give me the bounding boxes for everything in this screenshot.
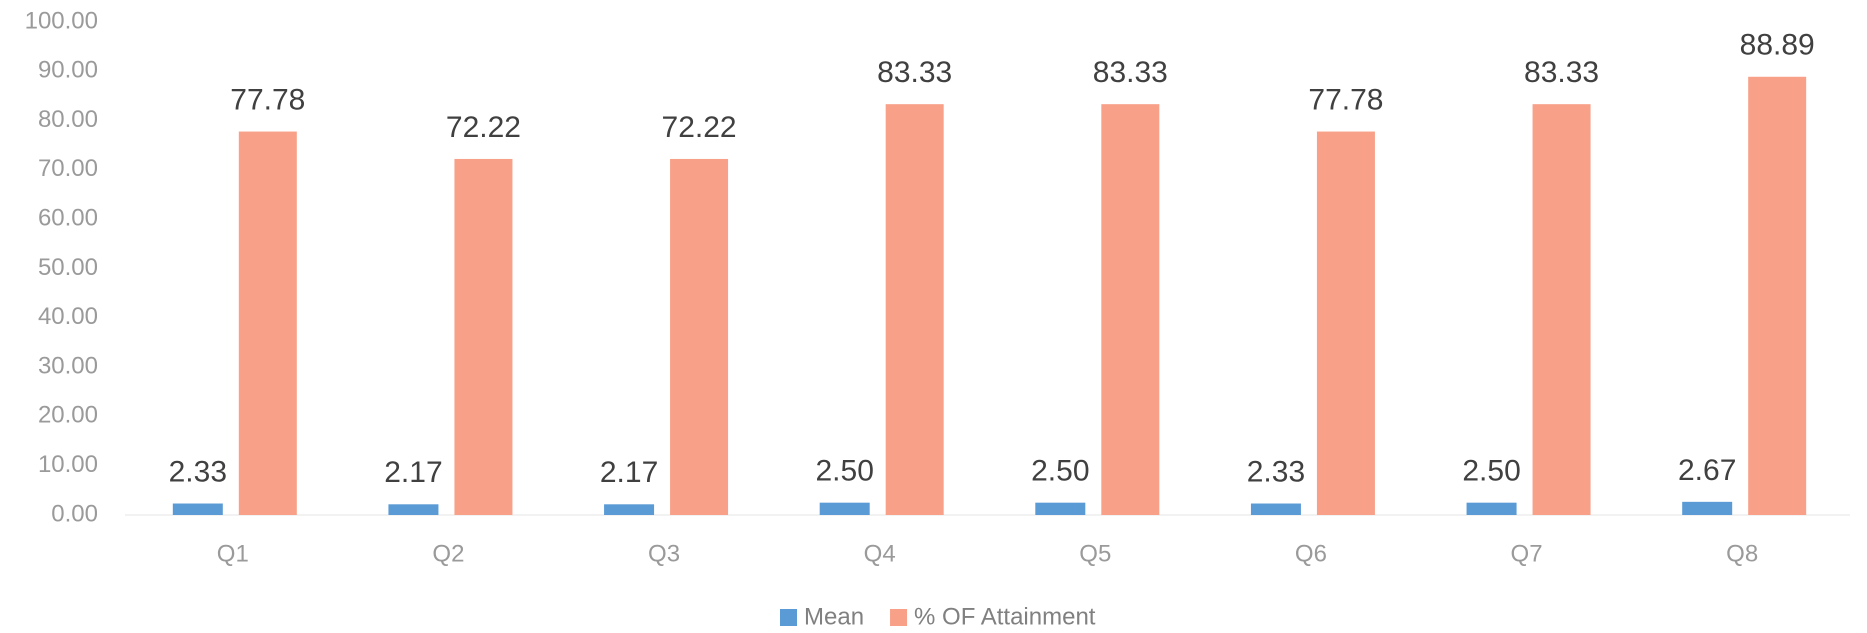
x-tick-label: Q6 <box>1295 540 1327 567</box>
x-tick-label: Q5 <box>1079 540 1111 567</box>
bar <box>885 104 944 515</box>
bar <box>1748 76 1807 515</box>
bar <box>1532 104 1591 515</box>
bar <box>604 504 655 515</box>
data-label: 83.33 <box>1093 56 1168 89</box>
bar <box>1466 502 1517 515</box>
bar <box>1316 131 1375 515</box>
x-tick-label: Q3 <box>648 540 680 567</box>
y-tick-label: 50.00 <box>38 254 98 281</box>
y-tick-label: 100.00 <box>25 7 98 34</box>
y-tick-label: 70.00 <box>38 155 98 182</box>
data-label: 2.67 <box>1678 454 1736 487</box>
data-label: 2.33 <box>1247 455 1305 488</box>
bar <box>670 158 729 516</box>
data-label: 72.22 <box>662 111 737 144</box>
y-tick-label: 0.00 <box>51 500 98 527</box>
bar <box>1035 502 1086 515</box>
legend-swatch <box>890 609 908 626</box>
y-tick-label: 10.00 <box>38 451 98 478</box>
data-label: 77.78 <box>230 83 305 116</box>
data-label: 2.50 <box>1462 455 1520 488</box>
data-label: 2.50 <box>815 455 873 488</box>
legend-label: Mean <box>804 603 864 630</box>
y-tick-label: 30.00 <box>38 352 98 379</box>
data-label: 72.22 <box>446 111 521 144</box>
data-label: 2.17 <box>600 456 658 489</box>
bar <box>454 158 513 516</box>
data-label: 88.89 <box>1740 29 1815 62</box>
bar <box>819 502 870 515</box>
data-label: 83.33 <box>877 56 952 89</box>
data-label: 83.33 <box>1524 56 1599 89</box>
data-label: 2.50 <box>1031 455 1089 488</box>
y-tick-label: 20.00 <box>38 402 98 429</box>
x-tick-label: Q1 <box>217 540 249 567</box>
legend-label: % OF Attainment <box>914 603 1096 630</box>
bar <box>1101 104 1160 515</box>
y-tick-label: 90.00 <box>38 57 98 84</box>
legend-swatch <box>780 609 797 626</box>
bar <box>172 503 223 515</box>
data-label: 2.17 <box>384 456 442 489</box>
bar <box>238 131 297 515</box>
y-tick-label: 40.00 <box>38 303 98 330</box>
y-tick-label: 80.00 <box>38 106 98 133</box>
x-tick-label: Q2 <box>432 540 464 567</box>
data-label: 77.78 <box>1308 83 1383 116</box>
x-tick-label: Q4 <box>864 540 896 567</box>
x-tick-label: Q8 <box>1726 540 1758 567</box>
bar <box>388 504 439 515</box>
bar <box>1682 501 1733 515</box>
bar <box>1250 503 1301 515</box>
y-tick-label: 60.00 <box>38 205 98 232</box>
x-tick-label: Q7 <box>1511 540 1543 567</box>
data-label: 2.33 <box>169 455 227 488</box>
